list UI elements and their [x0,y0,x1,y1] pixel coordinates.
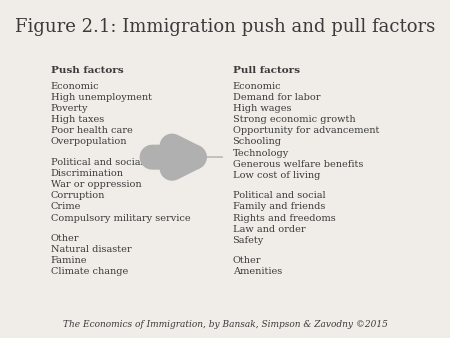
Text: Corruption: Corruption [51,191,105,200]
Text: Political and social: Political and social [0,337,1,338]
Text: Technology: Technology [233,149,289,158]
Text: War or oppression: War or oppression [51,180,141,189]
Text: Schooling: Schooling [233,138,282,146]
Text: Crime: Crime [51,202,81,211]
Text: High taxes: High taxes [51,115,104,124]
Text: Safety: Safety [233,236,264,245]
Text: Compulsory military service: Compulsory military service [51,214,190,222]
Text: Push factors: Push factors [51,67,123,75]
Text: Other: Other [233,256,261,265]
Text: Law and order: Law and order [233,225,305,234]
Text: Low cost of living: Low cost of living [233,171,320,180]
Text: Political and social: Political and social [0,337,1,338]
Text: Political and social: Political and social [233,191,325,200]
Text: Climate change: Climate change [51,267,128,276]
Text: Amenities: Amenities [233,267,282,276]
Text: Political and social: Political and social [51,158,144,167]
Text: Pull factors: Pull factors [233,67,300,75]
Text: Family and friends: Family and friends [233,202,325,211]
Text: Other: Other [0,337,1,338]
Text: Figure 2.1: Immigration push and pull factors: Figure 2.1: Immigration push and pull fa… [15,18,435,36]
Text: Rights and freedoms: Rights and freedoms [233,214,335,222]
Text: Economic: Economic [0,337,1,338]
Text: Overpopulation: Overpopulation [51,138,127,146]
Text: Other: Other [51,234,79,243]
Text: Poverty: Poverty [51,104,88,113]
Text: Poor health care: Poor health care [51,126,133,135]
Text: High wages: High wages [233,104,291,113]
Text: Economic: Economic [0,337,1,338]
Text: Economic: Economic [51,82,99,91]
Text: High unemployment: High unemployment [51,93,152,102]
Text: Natural disaster: Natural disaster [51,245,131,254]
Text: Other: Other [0,337,1,338]
Text: Opportunity for advancement: Opportunity for advancement [233,126,379,135]
Text: Generous welfare benefits: Generous welfare benefits [233,160,363,169]
Text: Famine: Famine [51,256,87,265]
Text: Strong economic growth: Strong economic growth [233,115,355,124]
Text: Discrimination: Discrimination [51,169,124,178]
Text: Economic: Economic [233,82,281,91]
Text: The Economics of Immigration, by Bansak, Simpson & Zavodny ©2015: The Economics of Immigration, by Bansak,… [63,320,387,329]
Text: Demand for labor: Demand for labor [233,93,320,102]
